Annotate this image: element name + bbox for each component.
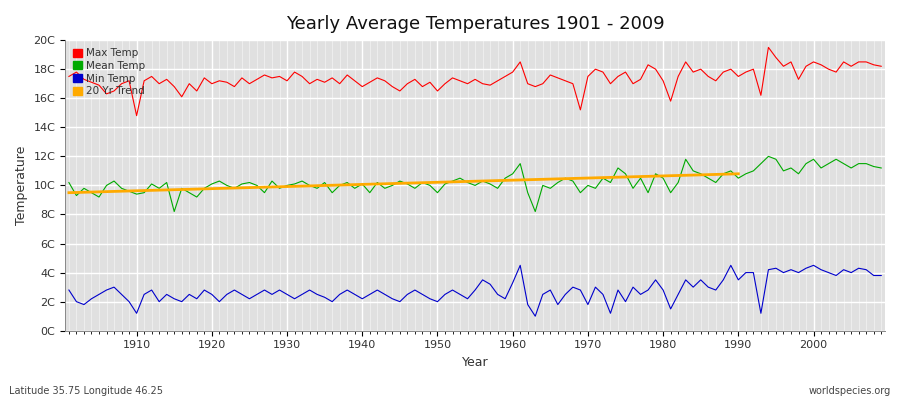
Title: Yearly Average Temperatures 1901 - 2009: Yearly Average Temperatures 1901 - 2009 bbox=[286, 15, 664, 33]
X-axis label: Year: Year bbox=[462, 356, 489, 369]
Legend: Max Temp, Mean Temp, Min Temp, 20 Yr Trend: Max Temp, Mean Temp, Min Temp, 20 Yr Tre… bbox=[70, 45, 148, 99]
Text: worldspecies.org: worldspecies.org bbox=[809, 386, 891, 396]
Y-axis label: Temperature: Temperature bbox=[15, 146, 28, 225]
Text: Latitude 35.75 Longitude 46.25: Latitude 35.75 Longitude 46.25 bbox=[9, 386, 163, 396]
